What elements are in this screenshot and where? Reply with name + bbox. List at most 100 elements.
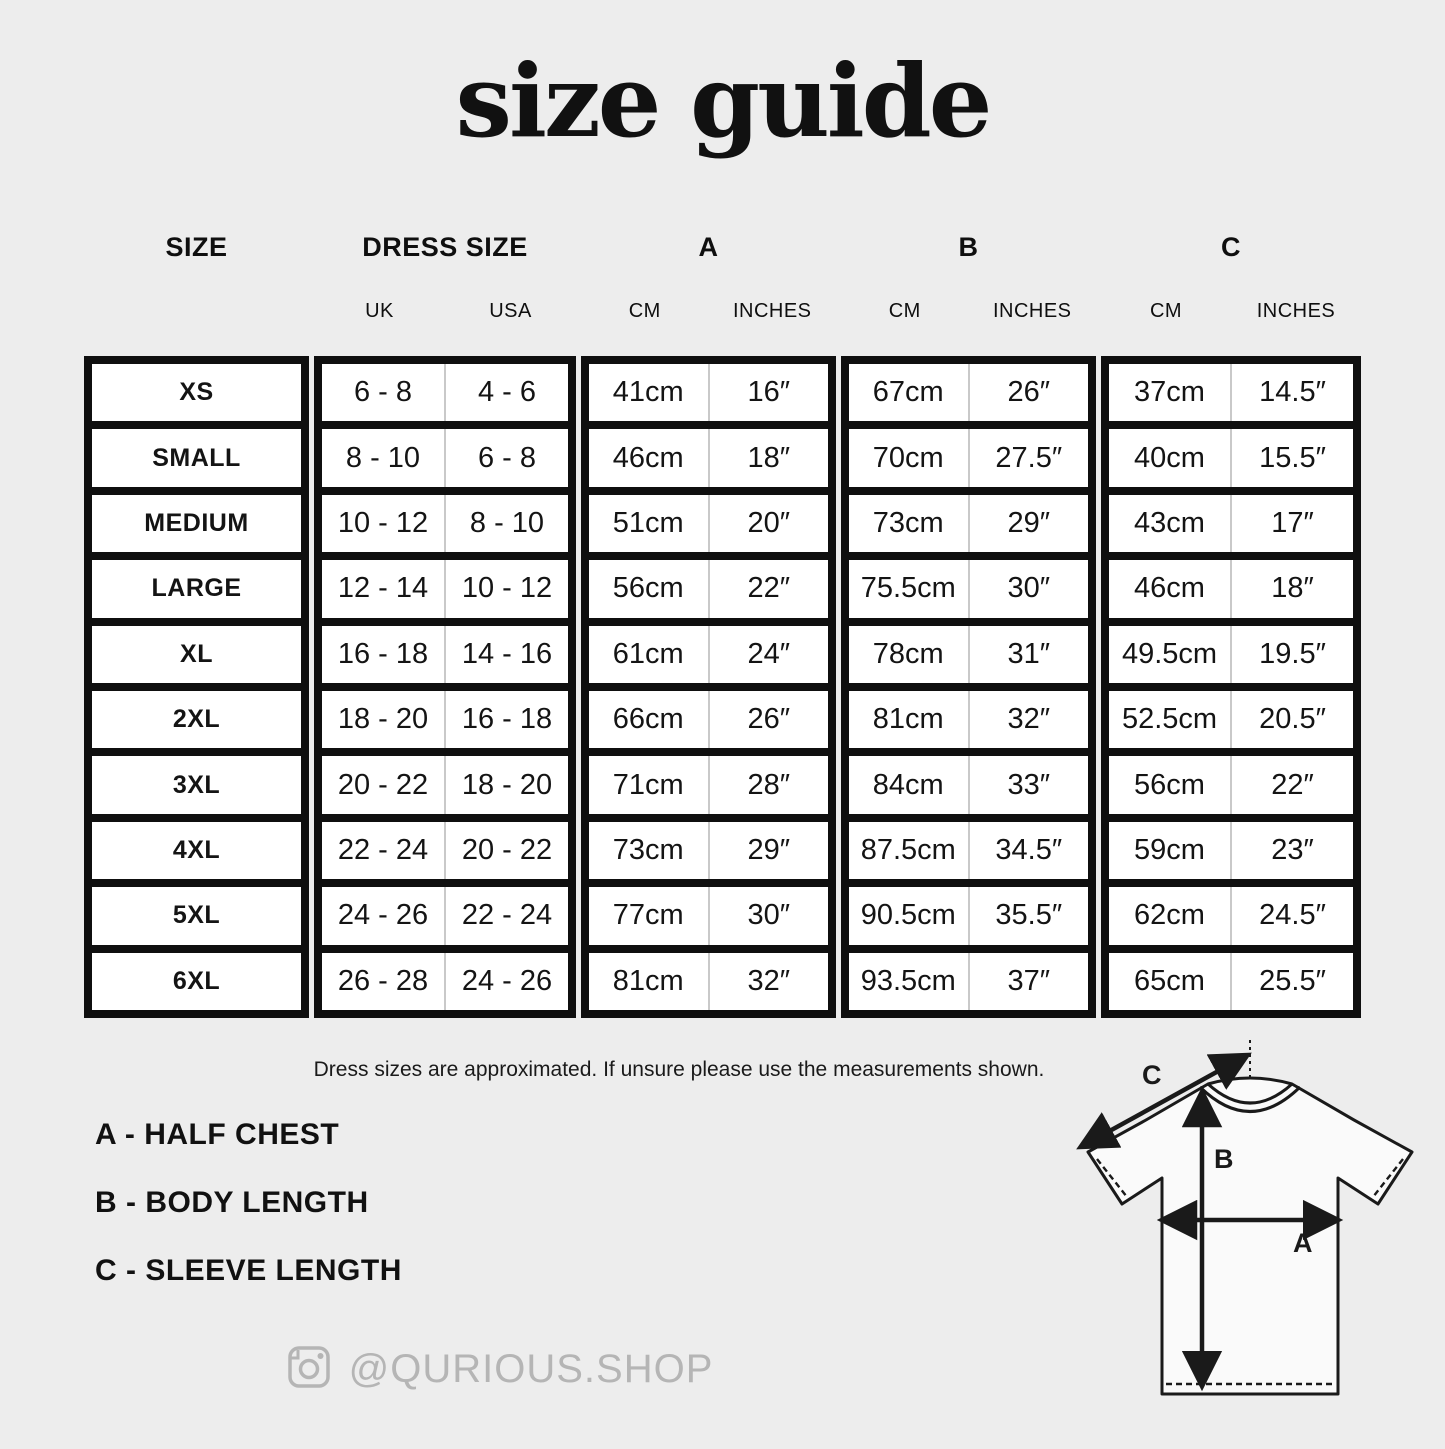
table-value-b_in: 33″ [967, 756, 1089, 814]
table-value-c_in: 24.5″ [1230, 887, 1353, 945]
table-value-uk: 22 - 24 [337, 834, 429, 867]
sub-header-a-cm: CM [628, 299, 661, 322]
table-cell-c-row-9: 65cm 25.5″ [1105, 948, 1357, 1015]
table-value-size: MEDIUM [144, 509, 249, 538]
table-cell-c-row-8: 62cm 24.5″ [1105, 883, 1357, 949]
table-cell-a-row-6: 71cm 28″ [585, 752, 832, 818]
table-cell-b-row-2: 73cm 29″ [845, 490, 1092, 557]
table-value-uk: 26 - 28 [337, 964, 429, 997]
table-cell-dress-size-row-3: 12 - 14 10 - 12 [318, 556, 572, 622]
sub-header-uk: UK [365, 299, 394, 322]
table-value-size: 6XL [172, 966, 221, 995]
table-value-a_in: 29″ [707, 821, 829, 880]
table-value-c_in: 22″ [1230, 756, 1353, 814]
table-value-size: XL [180, 639, 213, 668]
sub-header-usa: USA [489, 299, 532, 322]
table-cell-size-row-6: 3XL [88, 752, 305, 818]
arrow-c-sleeve-length [1076, 1052, 1252, 1150]
table-value-c_in: 17″ [1230, 494, 1353, 553]
table-cell-b-row-5: 81cm 32″ [845, 687, 1092, 753]
table-cell-size-row-0: XS [88, 360, 305, 426]
table-cell-b-row-4: 78cm 31″ [845, 621, 1092, 688]
sub-header-c-inches: INCHES [1256, 299, 1336, 322]
legend-body-length: B - BODY LENGTH [95, 1186, 369, 1219]
table-value-c_in: 15.5″ [1230, 429, 1353, 487]
table-value-size: XS [179, 378, 214, 407]
table-value-c_cm: 65cm [1134, 964, 1205, 997]
table-cell-a-row-8: 77cm 30″ [585, 883, 832, 949]
column-header-c: C [1221, 231, 1241, 262]
size-table-sheet: SIZE DRESS SIZE A B C UK USA CM INCHES C… [84, 230, 1361, 1018]
table-cell-size-row-2: MEDIUM [88, 490, 305, 557]
table-value-a_in: 16″ [707, 364, 829, 422]
approximation-note: Dress sizes are approximated. If unsure … [313, 1058, 1045, 1081]
table-value-size: LARGE [151, 574, 242, 603]
table-value-b_in: 27.5″ [967, 429, 1089, 487]
table-value-c_cm: 59cm [1134, 834, 1205, 867]
table-cell-a-row-3: 56cm 22″ [585, 556, 832, 622]
table-value-c_in: 20.5″ [1230, 691, 1353, 749]
table-value-b_cm: 84cm [872, 768, 944, 801]
column-header-dress-size: DRESS SIZE [362, 231, 528, 262]
table-cell-a-row-2: 51cm 20″ [585, 490, 832, 557]
table-column-group-b: 67cm 26″ 70cm 27.5″ 73cm 29″ 75.5cm 30″ 78cm 31″ 8… [841, 356, 1096, 1018]
table-cell-dress-size-row-2: 10 - 12 8 - 10 [318, 490, 572, 557]
table-value-c_cm: 46cm [1134, 572, 1205, 605]
table-value-b_in: 32″ [967, 691, 1089, 749]
table-value-a_in: 18″ [707, 429, 829, 487]
table-cell-c-row-1: 40cm 15.5″ [1105, 425, 1357, 491]
table-value-c_cm: 56cm [1134, 768, 1205, 801]
table-cell-dress-size-row-5: 18 - 20 16 - 18 [318, 687, 572, 753]
table-value-uk: 12 - 14 [337, 572, 429, 605]
size-table: XS SMALL MEDIUM LARGE XL 2XL 3XL 4XL 5XL 6XL 6 - 8… [84, 356, 1361, 1018]
instagram-handle: @QURIOUS.SHOP [348, 1347, 714, 1391]
table-cell-size-row-3: LARGE [88, 556, 305, 622]
table-value-uk: 16 - 18 [337, 637, 429, 670]
table-value-a_in: 32″ [707, 952, 829, 1011]
table-cell-size-row-7: 4XL [88, 817, 305, 884]
table-value-a_in: 24″ [707, 625, 829, 684]
table-cell-size-row-9: 6XL [88, 948, 305, 1015]
table-value-b_in: 37″ [967, 952, 1089, 1011]
table-value-c_in: 25.5″ [1230, 952, 1353, 1011]
table-cell-b-row-0: 67cm 26″ [845, 360, 1092, 426]
table-value-size: 2XL [172, 705, 221, 734]
table-value-usa: 18 - 20 [444, 756, 568, 814]
table-value-usa: 24 - 26 [444, 952, 568, 1011]
sub-header-c-cm: CM [1149, 299, 1183, 322]
table-cell-dress-size-row-1: 8 - 10 6 - 8 [318, 425, 572, 491]
table-value-a_cm: 73cm [612, 834, 684, 867]
diagram-label-b: B [1214, 1144, 1234, 1174]
sub-header-a-inches: INCHES [732, 299, 812, 322]
table-cell-c-row-6: 56cm 22″ [1105, 752, 1357, 818]
column-header-a: A [698, 231, 719, 262]
table-cell-a-row-4: 61cm 24″ [585, 621, 832, 688]
table-value-c_cm: 52.5cm [1121, 703, 1218, 736]
table-value-a_cm: 41cm [612, 376, 684, 409]
table-value-b_in: 31″ [967, 625, 1089, 684]
column-header-b: B [958, 231, 979, 262]
table-value-c_cm: 40cm [1134, 441, 1205, 474]
table-cell-dress-size-row-7: 22 - 24 20 - 22 [318, 817, 572, 884]
column-header-size: SIZE [165, 231, 228, 262]
table-cell-a-row-7: 73cm 29″ [585, 817, 832, 884]
table-value-uk: 18 - 20 [337, 703, 429, 736]
table-cell-dress-size-row-4: 16 - 18 14 - 16 [318, 621, 572, 688]
table-value-b_in: 29″ [967, 494, 1089, 553]
table-column-group-c: 37cm 14.5″ 40cm 15.5″ 43cm 17″ 46cm 18″ 49.5cm 19… [1101, 356, 1361, 1018]
table-value-usa: 22 - 24 [444, 887, 568, 945]
measurement-legend: A - HALF CHEST B - BODY LENGTH C - SLEEV… [95, 1118, 402, 1322]
table-value-uk: 24 - 26 [337, 899, 429, 932]
table-value-b_cm: 67cm [872, 376, 944, 409]
table-value-usa: 8 - 10 [444, 494, 568, 553]
table-value-b_cm: 73cm [872, 507, 944, 540]
legend-sleeve-length: C - SLEEVE LENGTH [95, 1254, 402, 1287]
table-cell-c-row-2: 43cm 17″ [1105, 490, 1357, 557]
table-value-uk: 8 - 10 [345, 441, 421, 474]
table-group-header-row: SIZE DRESS SIZE A B C [84, 230, 1361, 264]
table-value-uk: 10 - 12 [337, 507, 429, 540]
table-value-c_cm: 62cm [1134, 899, 1205, 932]
table-value-c_cm: 43cm [1134, 507, 1205, 540]
table-cell-size-row-5: 2XL [88, 687, 305, 753]
